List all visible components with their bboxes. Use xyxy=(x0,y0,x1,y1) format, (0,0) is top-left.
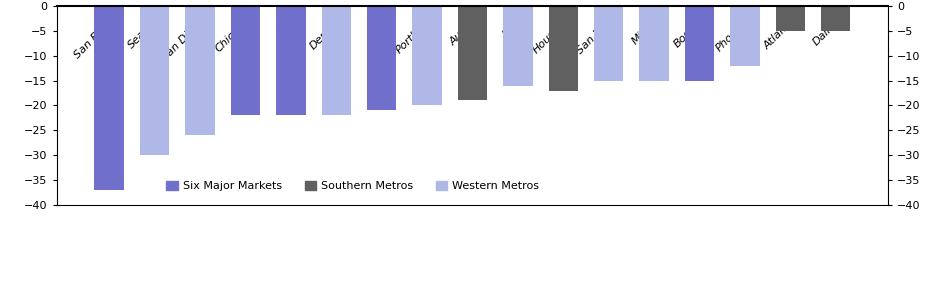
Bar xyxy=(639,6,668,81)
Bar xyxy=(230,6,260,115)
Bar xyxy=(594,6,623,81)
Bar xyxy=(185,6,214,135)
Bar xyxy=(94,6,124,190)
Bar xyxy=(140,6,169,155)
Bar xyxy=(321,6,350,115)
Legend: Six Major Markets, Southern Metros, Western Metros: Six Major Markets, Southern Metros, West… xyxy=(161,177,543,195)
Bar xyxy=(684,6,714,81)
Bar xyxy=(775,6,804,31)
Bar xyxy=(502,6,532,86)
Bar xyxy=(548,6,578,91)
Bar xyxy=(730,6,759,66)
Bar xyxy=(820,6,850,31)
Bar xyxy=(366,6,396,110)
Bar xyxy=(276,6,305,115)
Bar xyxy=(412,6,442,105)
Bar xyxy=(457,6,487,100)
